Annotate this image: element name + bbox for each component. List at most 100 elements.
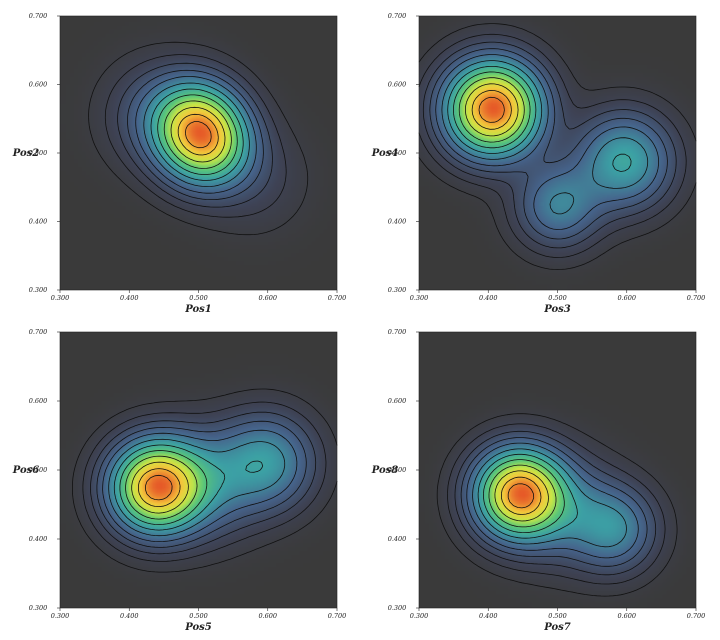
x-tick-label: 0.600 [617, 612, 636, 620]
contour-line [177, 113, 219, 156]
y-tick-label: 0.300 [29, 286, 48, 294]
contour-line [150, 88, 244, 181]
contour-line [145, 474, 173, 501]
x-tick-label: 0.600 [258, 612, 277, 620]
contour-line [466, 442, 639, 559]
contour-line [465, 83, 519, 137]
contour-line [102, 429, 298, 542]
y-tick-label: 0.600 [388, 397, 407, 405]
contour-line [163, 100, 232, 169]
y-tick-label: 0.400 [388, 218, 407, 226]
contour-line [135, 76, 257, 194]
contour-line [488, 464, 557, 528]
contour-line [478, 96, 505, 123]
x-tick-label: 0.500 [189, 612, 208, 620]
contour-line [119, 450, 208, 525]
x-tick-label: 0.700 [328, 612, 347, 620]
x-tick-label: 0.600 [258, 294, 277, 302]
contour-line [170, 106, 226, 163]
y-axis-label: Pos6 [12, 465, 40, 476]
contour-line [138, 468, 181, 507]
x-tick-label: 0.600 [617, 294, 636, 302]
x-tick-label: 0.400 [120, 612, 139, 620]
contour-line [458, 77, 525, 143]
contour-line [72, 388, 338, 573]
y-axis-label: Pos2 [12, 148, 40, 159]
contour-line [447, 66, 632, 172]
y-tick-label: 0.500 [29, 466, 48, 474]
x-tick-label: 0.300 [410, 294, 429, 302]
contour-line [494, 470, 549, 522]
contour-line [501, 476, 542, 515]
y-tick-label: 0.700 [388, 328, 407, 336]
y-tick-label: 0.500 [388, 149, 407, 157]
x-tick-label: 0.500 [189, 294, 208, 302]
y-tick-label: 0.600 [29, 81, 48, 89]
x-tick-label: 0.300 [51, 294, 70, 302]
x-tick-label: 0.400 [479, 612, 498, 620]
contour-line [454, 430, 657, 576]
contour-line [108, 438, 286, 537]
contour-line [117, 62, 273, 208]
y-tick-label: 0.400 [388, 535, 407, 543]
x-tick-label: 0.700 [687, 612, 706, 620]
density-plot-3: 0.300 0.400 0.500 0.600 0.700 0.300 0.400 0.500… [12, 328, 347, 633]
x-tick-label: 0.700 [687, 294, 706, 302]
density-plot-4: 0.300 0.400 0.500 0.600 0.700 0.300 0.400 0.500… [371, 328, 706, 633]
x-tick-label: 0.400 [479, 294, 498, 302]
contour-line [477, 453, 578, 539]
contour-line [441, 60, 649, 215]
contour-line [471, 90, 512, 130]
x-axis-label: Pos5 [184, 622, 212, 633]
x-tick-label: 0.500 [548, 612, 567, 620]
contour-lines [418, 23, 697, 270]
contour-line [483, 459, 565, 533]
y-tick-label: 0.600 [388, 81, 407, 89]
contour-line [435, 54, 659, 230]
density-field [419, 332, 696, 608]
x-tick-label: 0.700 [328, 294, 347, 302]
density-field [60, 332, 337, 608]
contour-line [113, 444, 264, 531]
density-field [419, 16, 696, 290]
density-plot-1: 0.300 0.400 0.500 0.600 0.700 0.300 0.400 0.500… [12, 12, 347, 315]
contour-line [185, 121, 212, 149]
y-tick-label: 0.300 [388, 286, 407, 294]
density-field [60, 16, 337, 290]
contour-lines [88, 41, 309, 236]
contour-line [82, 401, 327, 562]
density-plot-2: 0.300 0.400 0.500 0.600 0.700 0.300 0.400 0.500… [371, 12, 706, 315]
contour-line [460, 437, 648, 567]
x-axis-label: Pos7 [543, 622, 571, 633]
y-tick-label: 0.400 [29, 535, 48, 543]
contour-line [507, 483, 535, 509]
y-tick-label: 0.700 [29, 328, 48, 336]
contour-line [453, 71, 531, 149]
x-tick-label: 0.400 [120, 294, 139, 302]
y-tick-label: 0.500 [29, 149, 48, 157]
y-axis-label: Pos4 [371, 148, 399, 159]
contour-line [429, 48, 668, 240]
y-tick-label: 0.600 [29, 397, 48, 405]
contour-line [131, 461, 189, 514]
contour-line [422, 41, 677, 249]
contour-line [436, 413, 678, 597]
x-axis-label: Pos1 [184, 304, 212, 315]
x-tick-label: 0.500 [548, 294, 567, 302]
x-tick-label: 0.300 [51, 612, 70, 620]
contour-line [96, 420, 307, 548]
x-tick-label: 0.300 [410, 612, 429, 620]
y-axis-label: Pos8 [371, 465, 399, 476]
contour-line [125, 455, 198, 520]
contour-line [418, 33, 687, 258]
y-tick-label: 0.400 [29, 218, 48, 226]
contour-lines [436, 413, 678, 597]
contour-line [447, 423, 666, 585]
y-tick-label: 0.700 [29, 12, 48, 20]
contour-line [88, 41, 309, 236]
x-axis-label: Pos3 [543, 304, 571, 315]
contour-line [127, 69, 264, 200]
contour-line [90, 411, 317, 555]
y-tick-label: 0.700 [388, 12, 407, 20]
